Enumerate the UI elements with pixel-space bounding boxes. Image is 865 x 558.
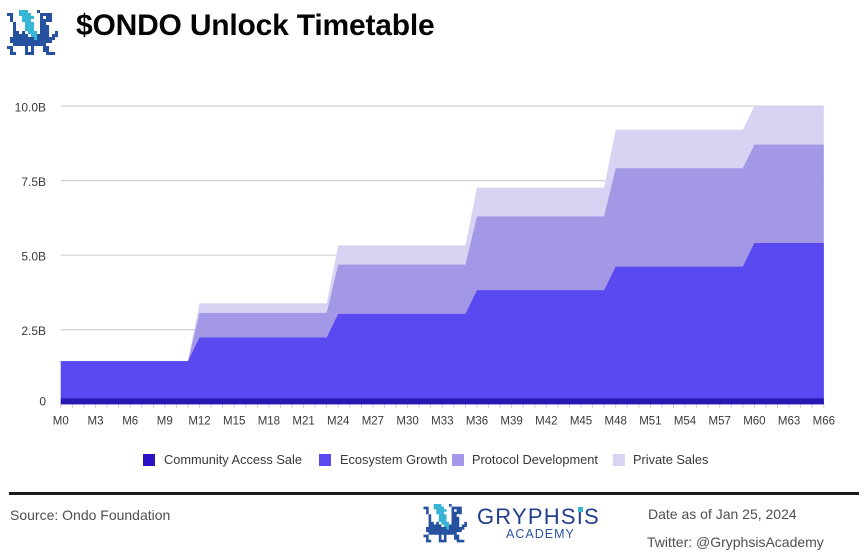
svg-text:M48: M48 (605, 416, 627, 428)
svg-text:M60: M60 (743, 416, 765, 428)
svg-text:M57: M57 (709, 416, 731, 428)
svg-text:M9: M9 (157, 416, 173, 428)
svg-text:5.0B: 5.0B (21, 249, 46, 263)
svg-text:M39: M39 (500, 416, 522, 428)
svg-text:M51: M51 (639, 416, 661, 428)
svg-text:M3: M3 (88, 416, 104, 428)
svg-text:M42: M42 (535, 416, 557, 428)
svg-text:M33: M33 (431, 416, 453, 428)
svg-text:M18: M18 (258, 416, 280, 428)
svg-text:0: 0 (39, 395, 46, 409)
svg-text:M21: M21 (292, 416, 314, 428)
svg-text:M63: M63 (778, 416, 800, 428)
svg-text:M24: M24 (327, 416, 350, 428)
svg-text:M36: M36 (466, 416, 488, 428)
svg-text:2.5B: 2.5B (21, 324, 46, 338)
svg-text:M30: M30 (396, 416, 418, 428)
svg-text:M54: M54 (674, 416, 697, 428)
svg-text:M12: M12 (188, 416, 210, 428)
svg-text:M6: M6 (122, 416, 138, 428)
svg-text:M45: M45 (570, 416, 592, 428)
svg-text:7.5B: 7.5B (21, 175, 46, 189)
svg-text:M66: M66 (813, 416, 835, 428)
svg-text:10.0B: 10.0B (15, 100, 46, 114)
svg-text:M0: M0 (53, 416, 69, 428)
svg-text:M15: M15 (223, 416, 245, 428)
svg-text:M27: M27 (362, 416, 384, 428)
